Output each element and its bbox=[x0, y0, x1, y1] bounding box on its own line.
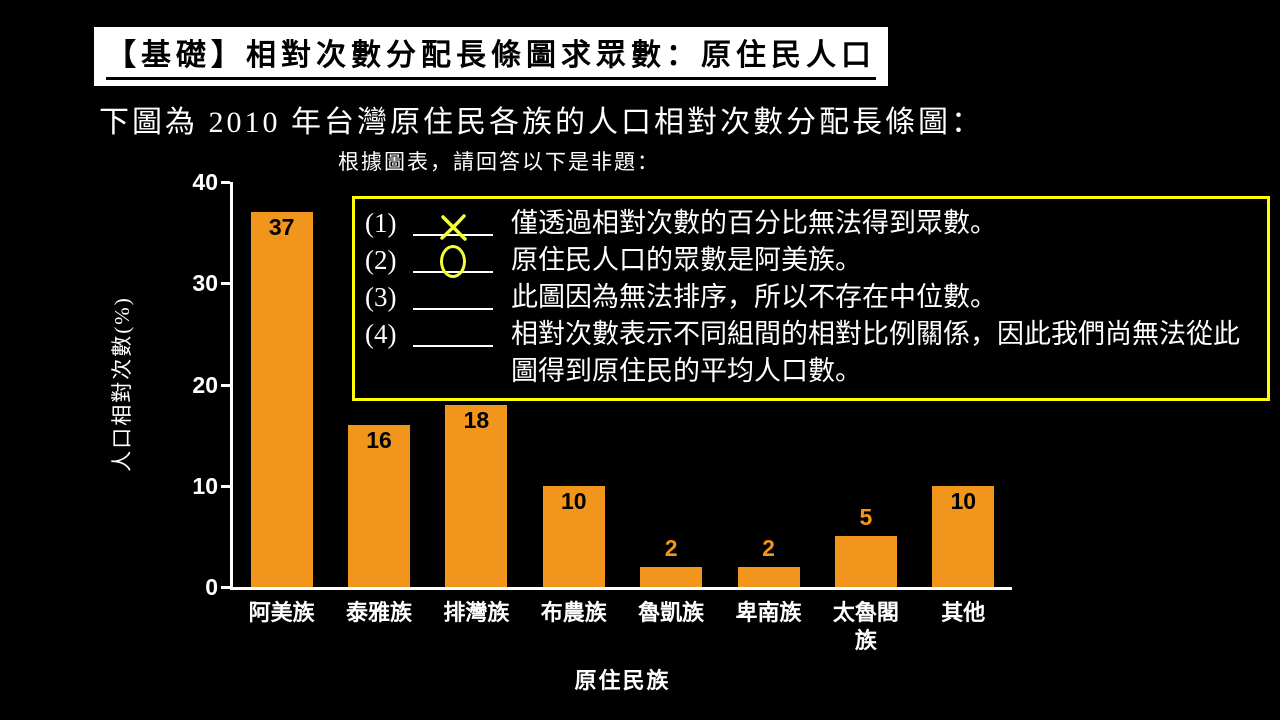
bar bbox=[834, 536, 897, 587]
question-text: 僅透過相對次數的百分比無法得到眾數。 bbox=[511, 208, 997, 238]
x-tick-label: 泰雅族 bbox=[346, 600, 413, 625]
chart-plot: 37 16 18 10 2 2 5 10 bbox=[230, 182, 1012, 590]
bar-slot: 10 bbox=[525, 182, 622, 587]
handwritten-mark bbox=[435, 212, 471, 242]
chart-plot-bars: 37 16 18 10 2 2 5 10 bbox=[233, 182, 1012, 587]
subtitle: 下圖為 2010 年台灣原住民各族的人口相對次數分配長條圖： bbox=[99, 106, 984, 139]
y-tick-label: 20 bbox=[192, 371, 218, 398]
bar: 37 bbox=[250, 212, 313, 587]
y-tick-label: 0 bbox=[205, 574, 218, 600]
y-tick-mark bbox=[221, 282, 230, 286]
answer-blank bbox=[413, 279, 493, 310]
y-tick-mark bbox=[221, 181, 230, 184]
question-item: (4) 相對次數表示不同組間的相對比例關係，因此我們尚無法從此圖得到原住民的平均… bbox=[365, 316, 1257, 390]
handwritten-mark bbox=[440, 245, 466, 278]
bar-value-label: 37 bbox=[268, 214, 295, 241]
x-label-slot: 排灣族 bbox=[428, 599, 525, 655]
x-label-slot: 阿美族 bbox=[233, 599, 330, 655]
x-label-slot: 魯凱族 bbox=[623, 599, 720, 655]
bar: 10 bbox=[932, 485, 995, 587]
x-tick-label: 阿美族 bbox=[248, 600, 315, 625]
y-tick-label: 40 bbox=[192, 169, 218, 195]
x-tick-label: 魯凱族 bbox=[638, 600, 705, 625]
question-text: 相對次數表示不同組間的相對比例關係，因此我們尚無法從此圖得到原住民的平均人口數。 bbox=[511, 319, 1240, 386]
question-item: (2) 原住民人口的眾數是阿美族。 bbox=[365, 242, 1257, 279]
page-title: 【基礎】相對次數分配長條圖求眾數：原住民人口 bbox=[106, 30, 876, 80]
question-item: (3) 此圖因為無法排序，所以不存在中位數。 bbox=[365, 279, 1257, 316]
title-bar: 【基礎】相對次數分配長條圖求眾數：原住民人口 bbox=[94, 27, 888, 86]
bar bbox=[737, 566, 800, 587]
bar-value-label: 10 bbox=[561, 487, 587, 514]
x-mark-icon bbox=[440, 214, 467, 241]
answer-blank bbox=[413, 242, 493, 278]
bar-slot: 16 bbox=[330, 182, 427, 587]
question-number: (4) bbox=[365, 319, 397, 349]
chart-x-labels: 阿美族 泰雅族 排灣族 布農族 魯凱族 卑南族 太魯閣族 其他 bbox=[233, 599, 1012, 655]
bar-slot: 18 bbox=[428, 182, 525, 587]
bar-value-label: 10 bbox=[950, 487, 977, 514]
bar-slot: 37 bbox=[233, 182, 330, 587]
x-axis-title: 原住民族 bbox=[574, 668, 671, 693]
x-label-slot: 其他 bbox=[915, 599, 1012, 655]
bar-slot: 5 bbox=[817, 182, 914, 587]
y-tick-label: 10 bbox=[192, 472, 218, 499]
question-text: 原住民人口的眾數是阿美族。 bbox=[511, 245, 862, 275]
bar bbox=[640, 566, 703, 587]
question-intro: 根據圖表，請回答以下是非題： bbox=[338, 150, 660, 174]
x-tick-label: 布農族 bbox=[540, 600, 607, 625]
question-item: (1) 僅透過相對次數的百分比無法得到眾數。 bbox=[365, 205, 1257, 242]
bar-value-label: 16 bbox=[366, 427, 392, 453]
x-tick-label: 卑南族 bbox=[735, 600, 802, 625]
question-text: 此圖因為無法排序，所以不存在中位數。 bbox=[511, 282, 997, 312]
x-tick-label: 其他 bbox=[941, 600, 986, 625]
answer-blank bbox=[413, 316, 493, 347]
bar-value-label: 18 bbox=[463, 406, 490, 433]
question-number: (2) bbox=[365, 245, 397, 275]
answer-blank bbox=[413, 205, 493, 241]
bar-value-label: 5 bbox=[859, 504, 873, 531]
question-box: (1) 僅透過相對次數的百分比無法得到眾數。 (2) 原住民人口的眾數是阿美族。… bbox=[352, 196, 1270, 401]
x-label-slot: 太魯閣族 bbox=[817, 599, 914, 655]
bar-value-label: 2 bbox=[664, 534, 678, 561]
x-tick-label: 排灣族 bbox=[443, 600, 510, 625]
y-tick-mark bbox=[221, 586, 230, 589]
y-tick-mark bbox=[221, 484, 230, 488]
bar: 18 bbox=[445, 404, 508, 587]
x-tick-label: 太魯閣族 bbox=[832, 600, 899, 653]
bar-slot: 2 bbox=[720, 182, 817, 587]
y-tick-mark bbox=[221, 383, 230, 387]
bar-slot: 10 bbox=[915, 182, 1012, 587]
bar-value-label: 2 bbox=[762, 534, 775, 561]
y-axis-title: 人口相對次數(%) bbox=[110, 296, 134, 472]
bar: 16 bbox=[348, 425, 411, 587]
x-label-slot: 卑南族 bbox=[720, 599, 817, 655]
x-label-slot: 泰雅族 bbox=[330, 599, 427, 655]
x-label-slot: 布農族 bbox=[525, 599, 622, 655]
bar: 10 bbox=[542, 485, 605, 587]
question-number: (1) bbox=[365, 208, 397, 238]
question-number: (3) bbox=[365, 282, 397, 312]
bar-slot: 2 bbox=[623, 182, 720, 587]
y-tick-label: 30 bbox=[192, 270, 218, 297]
